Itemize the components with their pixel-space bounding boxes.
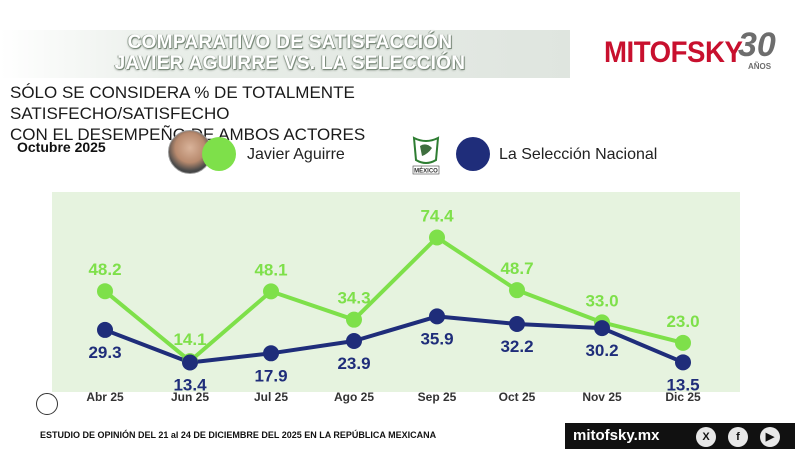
legend-dot-seleccion bbox=[456, 137, 490, 171]
data-label-0-5: 48.7 bbox=[500, 259, 533, 278]
facebook-icon[interactable]: f bbox=[728, 427, 748, 447]
x-tick-label-5: Oct 25 bbox=[499, 390, 536, 404]
soccer-ball-icon bbox=[36, 393, 58, 415]
x-tick-label-7: Dic 25 bbox=[665, 390, 701, 404]
study-note: ESTUDIO DE OPINIÓN DEL 21 al 24 DE DICIE… bbox=[40, 430, 437, 440]
data-label-0-0: 48.2 bbox=[88, 260, 121, 279]
page-title: COMPARATIVO DE SATISFACCIÓN JAVIER AGUIR… bbox=[60, 32, 520, 74]
data-label-1-6: 30.2 bbox=[585, 341, 618, 360]
data-label-1-5: 32.2 bbox=[500, 337, 533, 356]
website-link[interactable]: mitofsky.mx bbox=[573, 427, 660, 444]
x-tick-label-4: Sep 25 bbox=[418, 390, 457, 404]
anniversary-suffix: AÑOS bbox=[748, 62, 772, 71]
data-label-0-6: 33.0 bbox=[585, 291, 618, 310]
legend-label-aguirre: Javier Aguirre bbox=[247, 146, 345, 163]
x-tick-label-3: Ago 25 bbox=[334, 390, 374, 404]
data-point-1-1 bbox=[182, 354, 198, 371]
data-point-0-4 bbox=[429, 229, 445, 246]
legend-label-seleccion: La Selección Nacional bbox=[499, 146, 658, 163]
data-label-0-2: 48.1 bbox=[254, 260, 287, 279]
series-line-0 bbox=[103, 235, 684, 364]
website-bar bbox=[565, 423, 795, 449]
data-point-1-7 bbox=[675, 354, 691, 371]
title-line-2: JAVIER AGUIRRE VS. LA SELECCIÓN bbox=[114, 53, 466, 74]
x-tick-label-6: Nov 25 bbox=[582, 390, 622, 404]
data-label-0-4: 74.4 bbox=[420, 206, 454, 225]
legend-dot-aguirre bbox=[202, 137, 236, 171]
data-label-1-3: 23.9 bbox=[337, 354, 370, 373]
data-point-1-4 bbox=[429, 308, 445, 325]
mexico-crest-icon: MÉXICO bbox=[412, 136, 440, 175]
data-label-0-3: 34.3 bbox=[337, 289, 370, 308]
subtitle-line-1: SÓLO SE CONSIDERA % DE TOTALMENTE SATISF… bbox=[10, 83, 355, 123]
data-label-1-7: 13.5 bbox=[666, 375, 699, 394]
data-point-1-0 bbox=[97, 321, 113, 338]
anniversary-number: 30 bbox=[738, 26, 776, 64]
data-label-1-4: 35.9 bbox=[420, 329, 453, 348]
x-tick-label-0: Abr 25 bbox=[86, 390, 124, 404]
series-line-1 bbox=[104, 314, 684, 365]
data-label-1-0: 29.3 bbox=[88, 343, 121, 362]
chart-background bbox=[52, 192, 740, 392]
period-label: Octubre 2025 bbox=[17, 139, 106, 155]
data-point-1-3 bbox=[346, 333, 362, 350]
youtube-icon[interactable]: ▶ bbox=[760, 427, 780, 447]
title-band bbox=[0, 30, 570, 78]
data-point-0-0 bbox=[97, 283, 113, 300]
crest-label: MÉXICO bbox=[414, 167, 438, 175]
data-point-0-2 bbox=[263, 283, 279, 300]
x-tick-label-2: Jul 25 bbox=[254, 390, 288, 404]
data-label-0-7: 23.0 bbox=[666, 312, 699, 331]
x-tick-label-1: Jun 25 bbox=[171, 390, 209, 404]
data-point-0-7 bbox=[675, 334, 691, 351]
data-label-1-1: 13.4 bbox=[173, 376, 207, 395]
data-point-0-3 bbox=[346, 311, 362, 328]
mitofsky-logo: MITOFSKY bbox=[604, 36, 743, 69]
data-label-1-2: 17.9 bbox=[254, 366, 287, 385]
x-icon[interactable]: X bbox=[696, 427, 716, 447]
data-point-1-5 bbox=[509, 315, 525, 332]
data-label-0-1: 14.1 bbox=[173, 330, 206, 349]
data-point-0-5 bbox=[509, 282, 525, 299]
data-point-1-2 bbox=[263, 345, 279, 362]
data-point-1-6 bbox=[594, 320, 610, 337]
title-line-1: COMPARATIVO DE SATISFACCIÓN bbox=[127, 32, 453, 53]
